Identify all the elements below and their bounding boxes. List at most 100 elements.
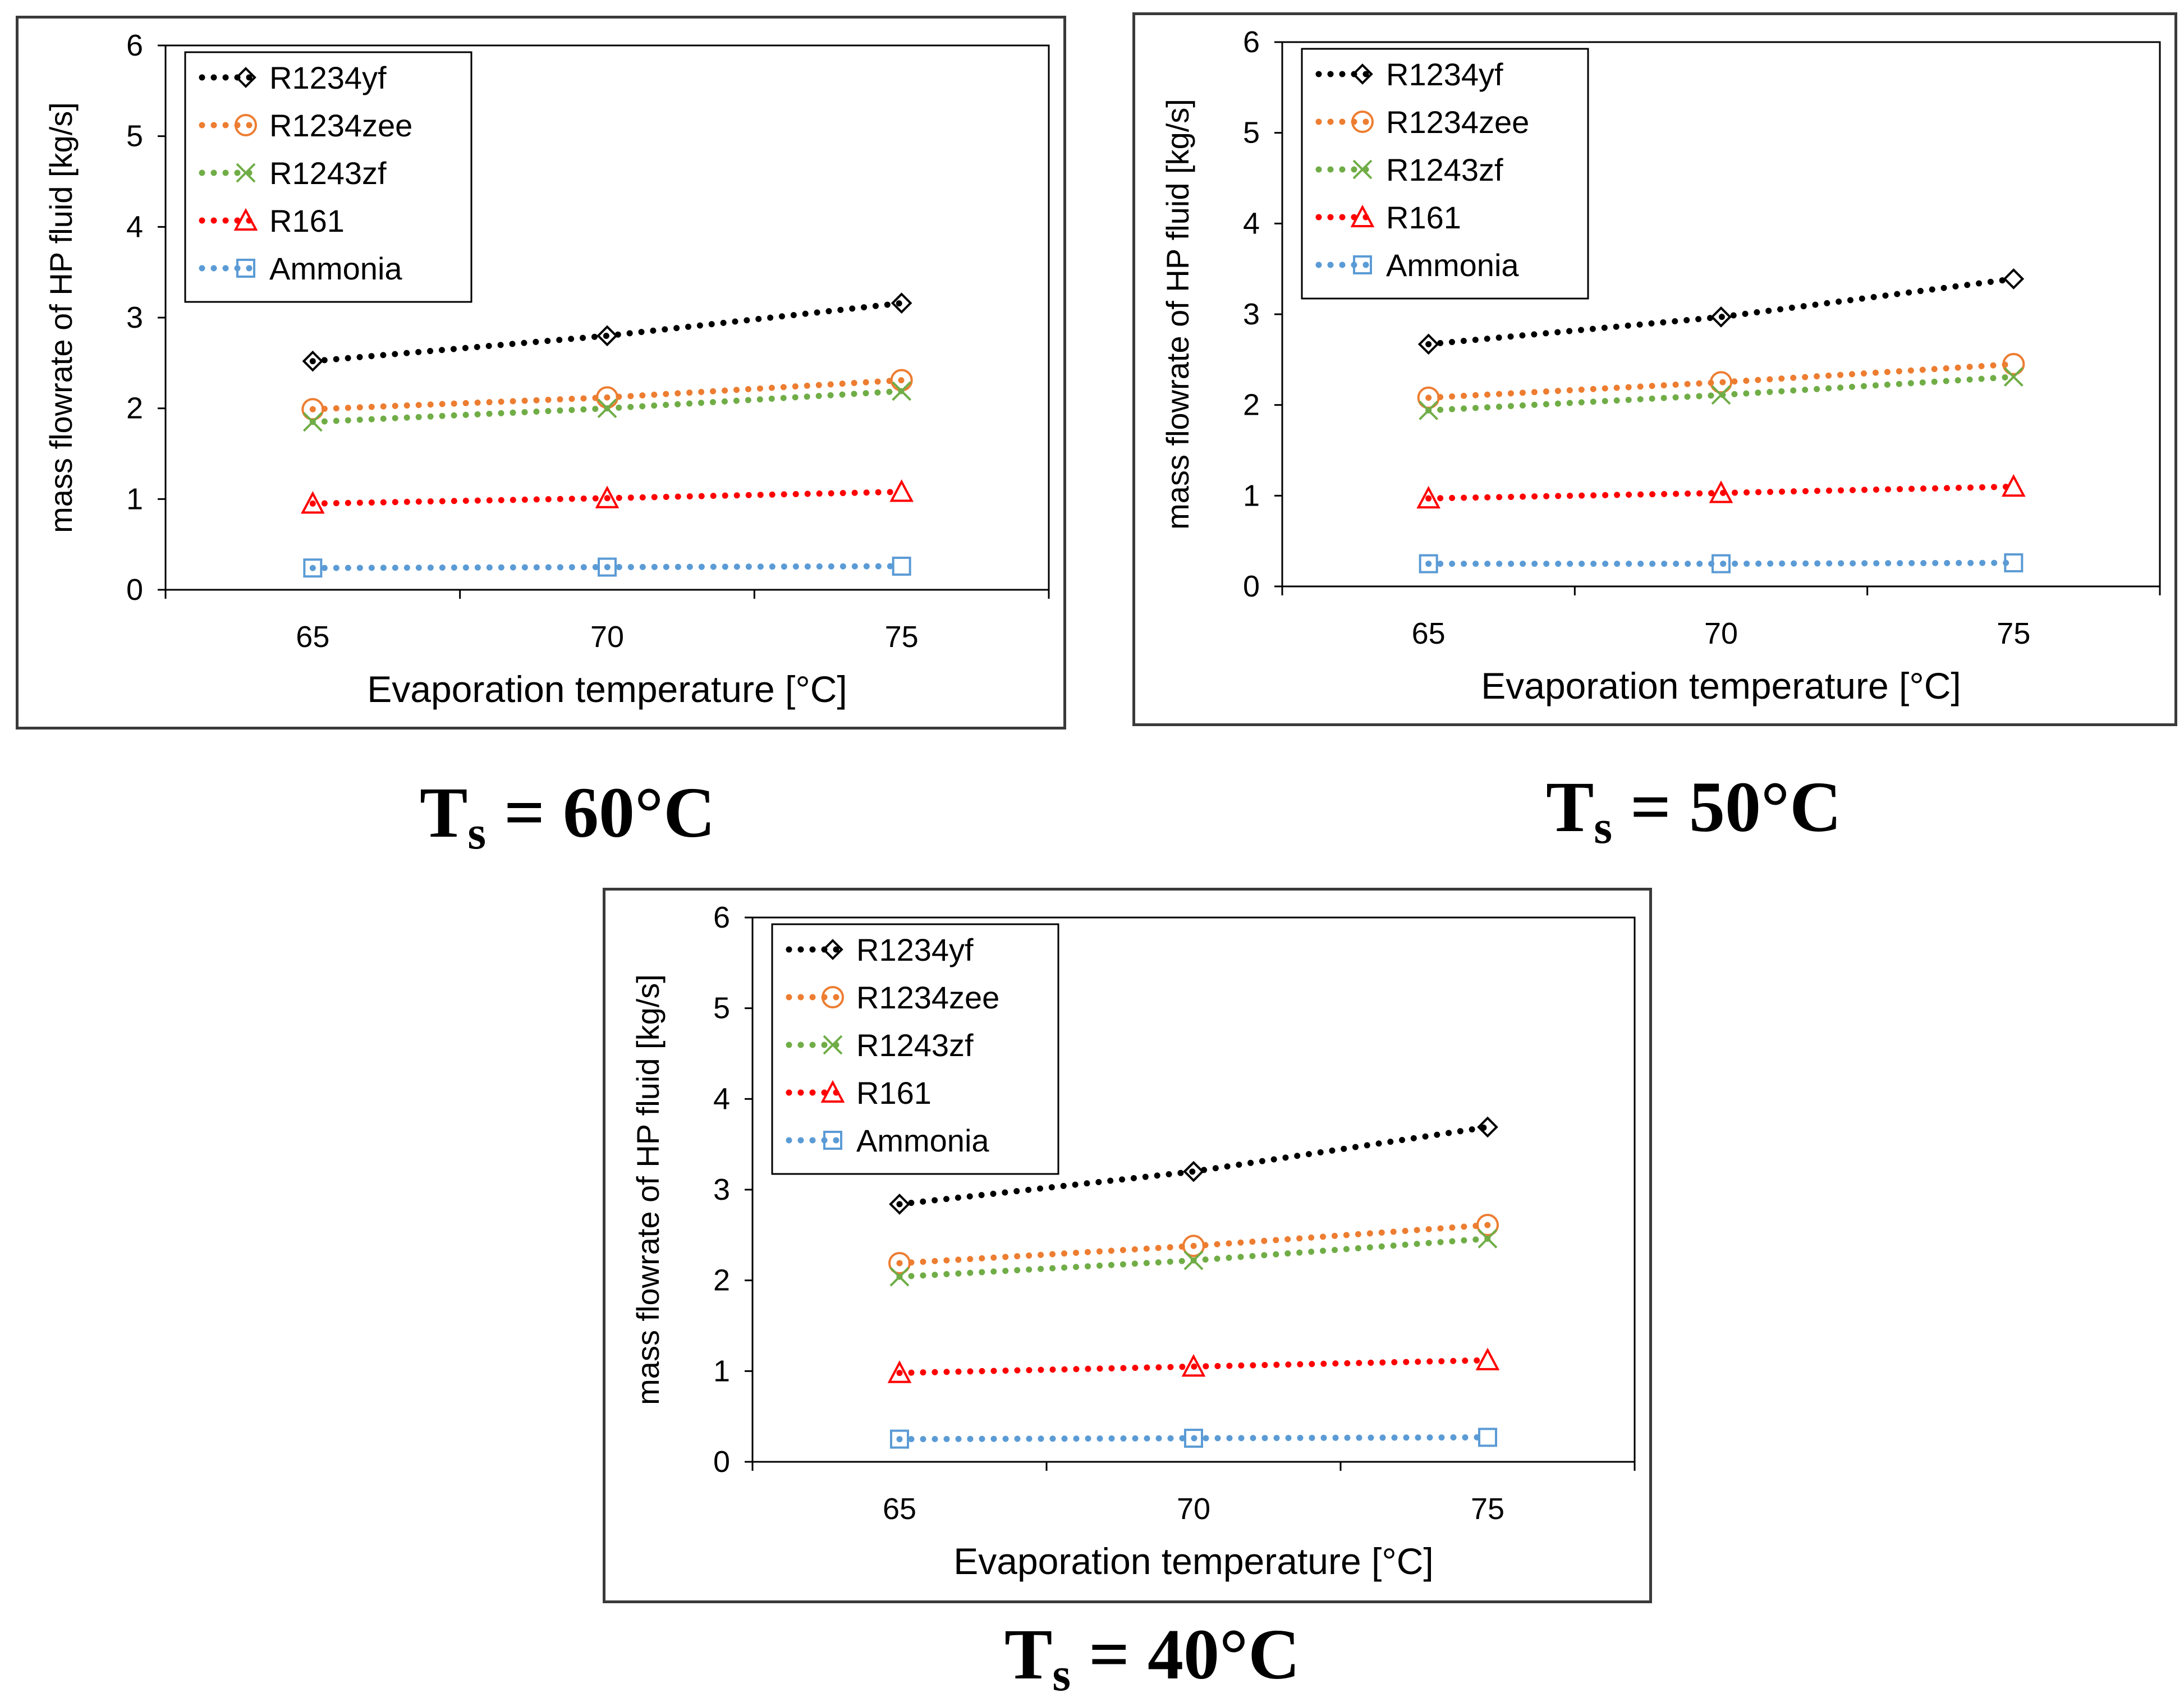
- legend-label: R1243zf: [856, 1027, 974, 1063]
- data-point: [1710, 306, 1732, 328]
- legend-marker: [822, 986, 844, 1008]
- data-point: [301, 491, 325, 514]
- legend-label: R1234yf: [269, 60, 387, 95]
- y-tick-label: 3: [1243, 297, 1260, 331]
- series-line: [896, 1222, 1491, 1267]
- legend-item: R1243zf: [199, 155, 387, 191]
- y-tick-label: 2: [126, 392, 143, 425]
- chart-caption-ts-60: Ts = 60°C: [420, 773, 715, 859]
- data-point: [2004, 553, 2024, 572]
- legend-marker: [233, 208, 258, 231]
- x-axis-label: Evaporation temperature [°C]: [367, 668, 847, 710]
- legend-label: R1234yf: [856, 932, 974, 967]
- chart-panel-ts-40: 0 1 2 3 4 5 6 65 70 75 Evaporation temperature [°C…: [603, 888, 1652, 1603]
- data-point: [1417, 333, 1439, 355]
- legend-marker: [1352, 159, 1373, 180]
- legend-label: R1234zee: [856, 980, 999, 1015]
- legend-item: R1234yf: [1315, 57, 1503, 92]
- data-point: [2003, 268, 2025, 290]
- x-tick-label: 70: [1177, 1492, 1210, 1526]
- data-point: [889, 1194, 910, 1215]
- series-ammonia: [303, 556, 911, 578]
- legend-marker: [823, 1035, 843, 1055]
- legend-marker: [235, 114, 257, 136]
- legend-item: R1234zee: [199, 108, 412, 143]
- data-point: [1478, 1228, 1498, 1249]
- data-point: [2002, 474, 2026, 497]
- y-tick-label: 1: [713, 1354, 730, 1388]
- data-point: [1416, 485, 1440, 509]
- y-tick-label: 2: [713, 1264, 730, 1297]
- series-r1234yf: [302, 292, 912, 372]
- y-tick-label: 5: [126, 120, 143, 153]
- legend-item: R161: [199, 203, 345, 238]
- data-point: [1476, 1214, 1499, 1237]
- legend: R1234yf R1234zee R1243zf R161 Ammonia: [771, 923, 1059, 1175]
- data-point: [1709, 480, 1733, 503]
- y-tick-label: 6: [126, 29, 143, 62]
- data-point: [1711, 385, 1731, 405]
- x-tick-label: 70: [1704, 617, 1738, 650]
- y-tick-label: 4: [713, 1082, 730, 1116]
- legend-item: R161: [786, 1075, 932, 1111]
- data-point: [892, 381, 912, 401]
- legend-marker: [820, 1080, 845, 1103]
- y-tick-label: 1: [126, 482, 143, 516]
- y-tick-label: 0: [713, 1445, 730, 1479]
- y-tick-label: 5: [1243, 116, 1260, 150]
- y-tick-label: 3: [126, 301, 143, 334]
- y-axis-label: mass flowrate of HP fluid [kg/s]: [43, 102, 79, 533]
- series-line: [309, 488, 905, 507]
- legend-label: R1234zee: [269, 108, 412, 143]
- legend-item: Ammonia: [1315, 247, 1519, 283]
- series-line: [1425, 483, 2017, 502]
- chart-panel-ts-50: 0 1 2 3 4 5 6 65 70 75 Evaporation temperature [°C…: [1132, 12, 2177, 726]
- data-point: [597, 325, 618, 347]
- data-point: [1712, 554, 1731, 574]
- data-point: [890, 1429, 909, 1449]
- data-point: [889, 479, 914, 502]
- series-r1243zf: [1419, 367, 2024, 420]
- data-point: [595, 485, 620, 508]
- y-tick-label: 4: [126, 210, 143, 244]
- x-tick-label: 75: [1997, 617, 2030, 650]
- legend-item: Ammonia: [786, 1123, 989, 1158]
- x-axis-label: Evaporation temperature [°C]: [1481, 665, 1961, 707]
- series-r161: [1416, 474, 2026, 509]
- series-line: [1425, 276, 2017, 347]
- legend-label: Ammonia: [269, 251, 402, 286]
- y-tick-label: 1: [1243, 479, 1260, 512]
- data-point: [1181, 1354, 1206, 1377]
- legend-item: R1243zf: [1315, 152, 1503, 187]
- legend-item: R161: [1315, 200, 1461, 235]
- chart-caption-ts-50: Ts = 50°C: [1546, 767, 1842, 854]
- legend-label: R161: [856, 1075, 932, 1111]
- legend-label: Ammonia: [856, 1123, 989, 1158]
- x-tick-label: 65: [296, 620, 329, 654]
- data-point: [1183, 1250, 1204, 1270]
- legend-box: [771, 923, 1059, 1175]
- x-axis-label: Evaporation temperature [°C]: [953, 1540, 1434, 1582]
- data-point: [303, 558, 323, 578]
- legend-marker: [823, 1131, 842, 1150]
- legend-marker: [236, 259, 255, 278]
- legend-marker: [235, 67, 256, 88]
- chart-svg-ts-40: 0 1 2 3 4 5 6 65 70 75 Evaporation temperature [°C…: [630, 901, 1636, 1582]
- legend-item: R1234zee: [786, 980, 999, 1015]
- series-ammonia: [890, 1428, 1497, 1449]
- legend-marker: [822, 939, 843, 960]
- series-line: [309, 563, 905, 571]
- y-tick-label: 0: [1243, 570, 1260, 603]
- legend-box: [1301, 48, 1589, 300]
- series-line: [309, 377, 905, 412]
- y-tick-label: 0: [126, 573, 143, 607]
- legend-marker: [1353, 255, 1372, 274]
- data-point: [887, 1360, 912, 1383]
- series-line: [896, 1434, 1491, 1443]
- y-tick-label: 4: [1243, 207, 1260, 240]
- chart-panel-ts-60: 0 1 2 3 4 5 6 65 70 75 Evaporation temperature [°C…: [16, 16, 1066, 730]
- legend-label: R1243zf: [1386, 152, 1503, 187]
- series-line: [1425, 559, 2017, 567]
- legend-label: R1243zf: [269, 155, 387, 191]
- data-point: [2002, 352, 2025, 375]
